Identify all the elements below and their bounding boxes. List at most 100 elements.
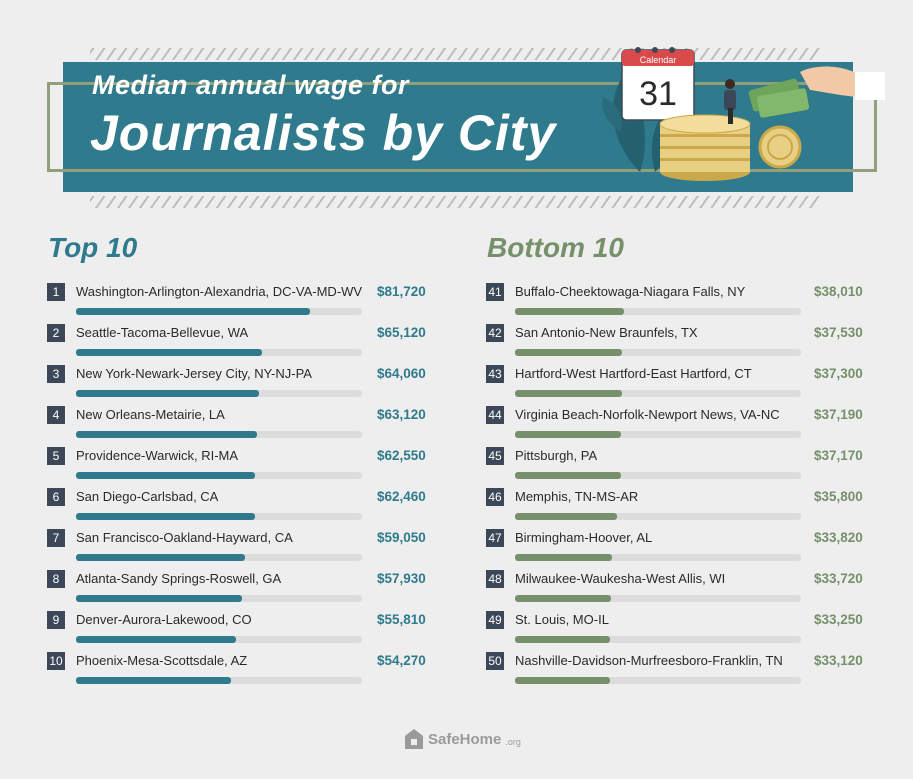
header-illustration: Calendar 31	[602, 47, 885, 181]
bar-track	[76, 349, 362, 356]
rank-badge: 50	[486, 652, 504, 670]
wage-label: $65,120	[377, 325, 426, 340]
bottom-10-title: Bottom 10	[487, 232, 624, 263]
city-label: Milwaukee-Waukesha-West Allis, WI	[515, 571, 726, 586]
rank-badge: 9	[47, 611, 65, 629]
wage-label: $57,930	[377, 571, 426, 586]
bar	[515, 636, 610, 643]
rank-badge: 49	[486, 611, 504, 629]
wage-label: $33,120	[814, 653, 863, 668]
bar-track	[76, 636, 362, 643]
bar-track	[76, 595, 362, 602]
rank-badge: 44	[486, 406, 504, 424]
rank-badge: 7	[47, 529, 65, 547]
wage-label: $59,050	[377, 530, 426, 545]
bar-track	[76, 677, 362, 684]
rank-badge: 6	[47, 488, 65, 506]
bar-track	[515, 554, 801, 561]
city-label: Memphis, TN-MS-AR	[515, 489, 639, 504]
bar	[515, 472, 621, 479]
city-label: Denver-Aurora-Lakewood, CO	[76, 612, 252, 627]
city-label: Nashville-Davidson-Murfreesboro-Franklin…	[515, 653, 783, 668]
wage-label: $35,800	[814, 489, 863, 504]
city-label: Seattle-Tacoma-Bellevue, WA	[76, 325, 249, 340]
top-10-title: Top 10	[48, 232, 138, 263]
wage-label: $33,250	[814, 612, 863, 627]
rank-badge: 43	[486, 365, 504, 383]
rank-badge: 1	[47, 283, 65, 301]
rank-badge: 41	[486, 283, 504, 301]
coin-stack-icon	[659, 114, 751, 181]
bar-track	[76, 308, 362, 315]
wage-label: $63,120	[377, 407, 426, 422]
bar	[76, 472, 255, 479]
wage-label: $37,300	[814, 366, 863, 381]
calendar-day: 31	[639, 75, 677, 113]
city-label: San Antonio-New Braunfels, TX	[515, 325, 698, 340]
rank-badge: 42	[486, 324, 504, 342]
bar	[515, 554, 612, 561]
bar-track	[515, 595, 801, 602]
logo-suffix: .org	[505, 736, 521, 747]
bar	[76, 349, 262, 356]
rank-badge: 47	[486, 529, 504, 547]
rank-badge: 2	[47, 324, 65, 342]
city-label: Birmingham-Hoover, AL	[515, 530, 653, 545]
bar-track	[515, 308, 801, 315]
wage-label: $33,720	[814, 571, 863, 586]
bar-track	[515, 349, 801, 356]
bar	[76, 308, 310, 315]
city-label: St. Louis, MO-IL	[515, 612, 609, 627]
bar-track	[515, 390, 801, 397]
bar-track	[76, 472, 362, 479]
title-line-2: Journalists by City	[90, 105, 557, 161]
bar	[76, 677, 231, 684]
rank-badge: 3	[47, 365, 65, 383]
wage-label: $38,010	[814, 284, 863, 299]
wage-label: $37,170	[814, 448, 863, 463]
bar-track	[76, 554, 362, 561]
city-label: Hartford-West Hartford-East Hartford, CT	[515, 366, 752, 381]
city-label: San Francisco-Oakland-Hayward, CA	[76, 530, 293, 545]
wage-label: $37,530	[814, 325, 863, 340]
calendar-icon: Calendar 31	[621, 47, 695, 121]
bar-track	[515, 636, 801, 643]
calendar-label: Calendar	[640, 55, 677, 65]
bar-track	[515, 513, 801, 520]
bar-track	[76, 431, 362, 438]
bottom-hatch-band	[90, 196, 820, 208]
bar	[515, 308, 624, 315]
house-shield-icon	[405, 729, 423, 749]
city-label: Phoenix-Mesa-Scottsdale, AZ	[76, 653, 248, 668]
rank-badge: 48	[486, 570, 504, 588]
bar	[76, 554, 245, 561]
money-hand-icon	[748, 66, 885, 118]
rank-badge: 4	[47, 406, 65, 424]
rank-badge: 10	[47, 652, 65, 670]
bar	[76, 390, 259, 397]
person-sitting-icon	[724, 79, 736, 124]
bar	[515, 390, 622, 397]
city-label: New Orleans-Metairie, LA	[76, 407, 225, 422]
city-label: Pittsburgh, PA	[515, 448, 598, 463]
bar	[515, 513, 617, 520]
wage-label: $33,820	[814, 530, 863, 545]
logo-name: SafeHome	[428, 730, 502, 748]
wage-label: $55,810	[377, 612, 426, 627]
rank-badge: 5	[47, 447, 65, 465]
rank-badge: 8	[47, 570, 65, 588]
bar-track	[515, 472, 801, 479]
wage-label: $64,060	[377, 366, 426, 381]
bar	[515, 431, 621, 438]
wage-label: $62,460	[377, 489, 426, 504]
bar	[515, 677, 610, 684]
city-label: Providence-Warwick, RI-MA	[76, 448, 239, 463]
bar	[76, 636, 236, 643]
bar-track	[515, 677, 801, 684]
wage-label: $81,720	[377, 284, 426, 299]
bar	[515, 595, 611, 602]
rank-badge: 46	[486, 488, 504, 506]
wage-label: $62,550	[377, 448, 426, 463]
city-label: San Diego-Carlsbad, CA	[76, 489, 219, 504]
rank-badge: 45	[486, 447, 504, 465]
